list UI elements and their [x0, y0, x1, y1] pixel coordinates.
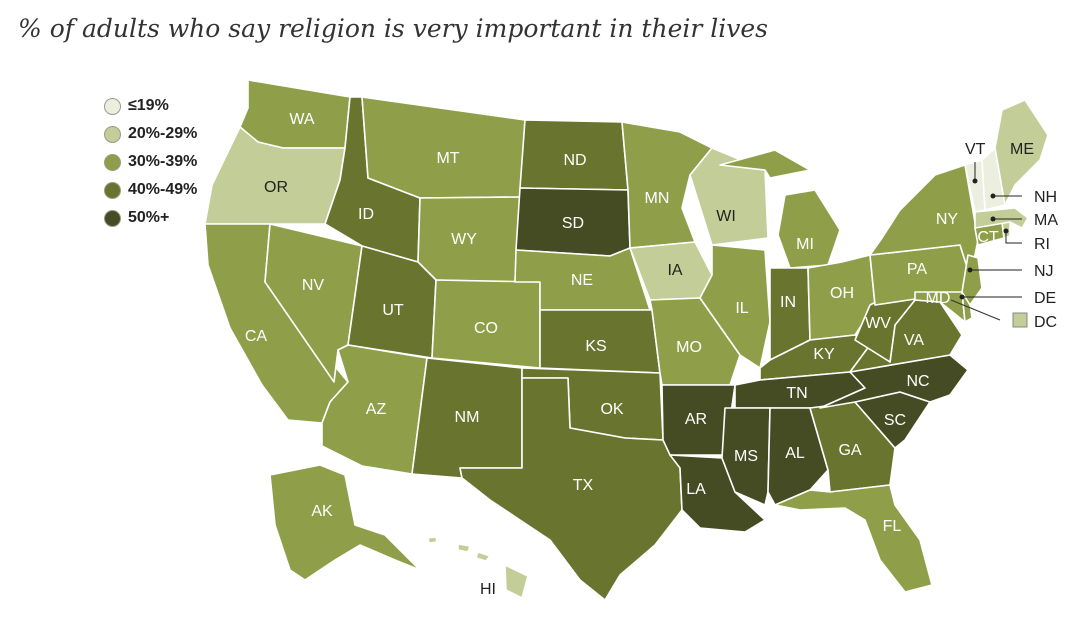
legend-swatch-40-49: [104, 181, 121, 199]
label-GA: GA: [838, 442, 861, 459]
state-MT[interactable]: [361, 96, 526, 199]
de-dot: [959, 294, 965, 300]
ri-leader: [1005, 231, 1022, 244]
state-FL[interactable]: [774, 484, 933, 593]
legend-item-40-49: 40%-49%: [104, 176, 197, 204]
label-PA: PA: [907, 261, 927, 278]
label-CT: CT: [977, 229, 999, 246]
label-ND: ND: [563, 152, 586, 169]
state-MN[interactable]: [621, 121, 713, 249]
label-NH: NH: [1034, 189, 1057, 206]
state-MD[interactable]: [914, 291, 966, 323]
state-AR[interactable]: [661, 384, 736, 456]
label-NE: NE: [571, 272, 593, 289]
dc-swatch[interactable]: [1012, 312, 1028, 328]
label-UT: UT: [382, 302, 404, 319]
legend-swatch-30-39: [104, 153, 121, 171]
label-CO: CO: [474, 320, 498, 337]
legend-swatch-le19: [104, 97, 121, 115]
legend-label-40-49: 40%-49%: [128, 181, 198, 198]
label-AR: AR: [685, 411, 707, 428]
label-KY: KY: [813, 346, 835, 363]
label-WV: WV: [865, 315, 891, 332]
label-OH: OH: [830, 285, 854, 302]
legend: ≤19% 20%-29% 30%-39% 40%-49% 50%+: [104, 92, 197, 232]
legend-item-le19: ≤19%: [104, 92, 197, 120]
label-VA: VA: [904, 332, 924, 349]
state-shapes: [204, 79, 1049, 601]
label-TN: TN: [786, 385, 807, 402]
legend-swatch-50plus: [104, 209, 121, 227]
label-NM: NM: [455, 409, 480, 426]
label-WY: WY: [451, 231, 477, 248]
legend-label-50plus: 50%+: [128, 209, 170, 226]
state-HI[interactable]: [427, 536, 529, 599]
vt-dot: [972, 178, 978, 184]
label-MO: MO: [676, 339, 702, 356]
state-WI[interactable]: [689, 147, 769, 246]
dc-connector: [950, 299, 1028, 328]
label-ID: ID: [358, 206, 374, 223]
legend-label-30-39: 30%-39%: [128, 153, 198, 170]
state-NC[interactable]: [819, 354, 969, 409]
label-MT: MT: [436, 150, 459, 167]
label-WA: WA: [289, 111, 315, 128]
label-IL: IL: [735, 300, 748, 317]
label-RI: RI: [1034, 236, 1050, 253]
label-MI: MI: [796, 236, 814, 253]
state-labels: WA OR CA NV ID MT WY UT AZ CO NM ND SD N…: [245, 111, 1058, 598]
legend-label-20-29: 20%-29%: [128, 125, 198, 142]
label-FL: FL: [883, 518, 902, 535]
label-HI: HI: [480, 581, 496, 598]
label-SD: SD: [562, 215, 584, 232]
label-MD: MD: [926, 290, 951, 307]
legend-label-le19: ≤19%: [128, 97, 169, 114]
legend-item-30-39: 30%-39%: [104, 148, 197, 176]
legend-item-50plus: 50%+: [104, 204, 197, 232]
label-SC: SC: [884, 412, 906, 429]
label-NC: NC: [906, 373, 929, 390]
label-IA: IA: [667, 262, 682, 279]
nh-dot: [990, 193, 996, 199]
leader-lines: [959, 162, 1022, 300]
state-TX[interactable]: [459, 377, 683, 601]
map-title: % of adults who say religion is very imp…: [18, 14, 768, 43]
label-MN: MN: [645, 190, 670, 207]
label-DC: DC: [1034, 314, 1057, 331]
label-TX: TX: [573, 477, 594, 494]
label-NJ: NJ: [1034, 263, 1054, 280]
label-IN: IN: [780, 294, 796, 311]
state-MA[interactable]: [974, 207, 1029, 229]
legend-swatch-20-29: [104, 125, 121, 143]
label-ME: ME: [1010, 141, 1034, 158]
state-AK[interactable]: [269, 464, 421, 581]
label-VT: VT: [965, 141, 986, 158]
state-IL[interactable]: [699, 244, 771, 369]
nj-dot: [967, 267, 973, 273]
ma-dot: [990, 216, 996, 222]
state-ME[interactable]: [994, 99, 1049, 206]
label-DE: DE: [1034, 290, 1056, 307]
label-MA: MA: [1034, 212, 1058, 229]
dc-leader-line: [950, 299, 1001, 321]
label-OK: OK: [600, 401, 623, 418]
label-CA: CA: [245, 328, 268, 345]
label-NY: NY: [936, 211, 959, 228]
label-NV: NV: [302, 277, 325, 294]
legend-item-20-29: 20%-29%: [104, 120, 197, 148]
label-WI: WI: [716, 208, 736, 225]
ri-dot: [1003, 228, 1009, 234]
label-OR: OR: [264, 179, 288, 196]
label-AZ: AZ: [366, 401, 387, 418]
label-KS: KS: [585, 338, 606, 355]
state-NY[interactable]: [869, 164, 979, 271]
label-AL: AL: [785, 445, 805, 462]
label-LA: LA: [686, 481, 706, 498]
label-AK: AK: [311, 503, 333, 520]
label-MS: MS: [734, 448, 758, 465]
